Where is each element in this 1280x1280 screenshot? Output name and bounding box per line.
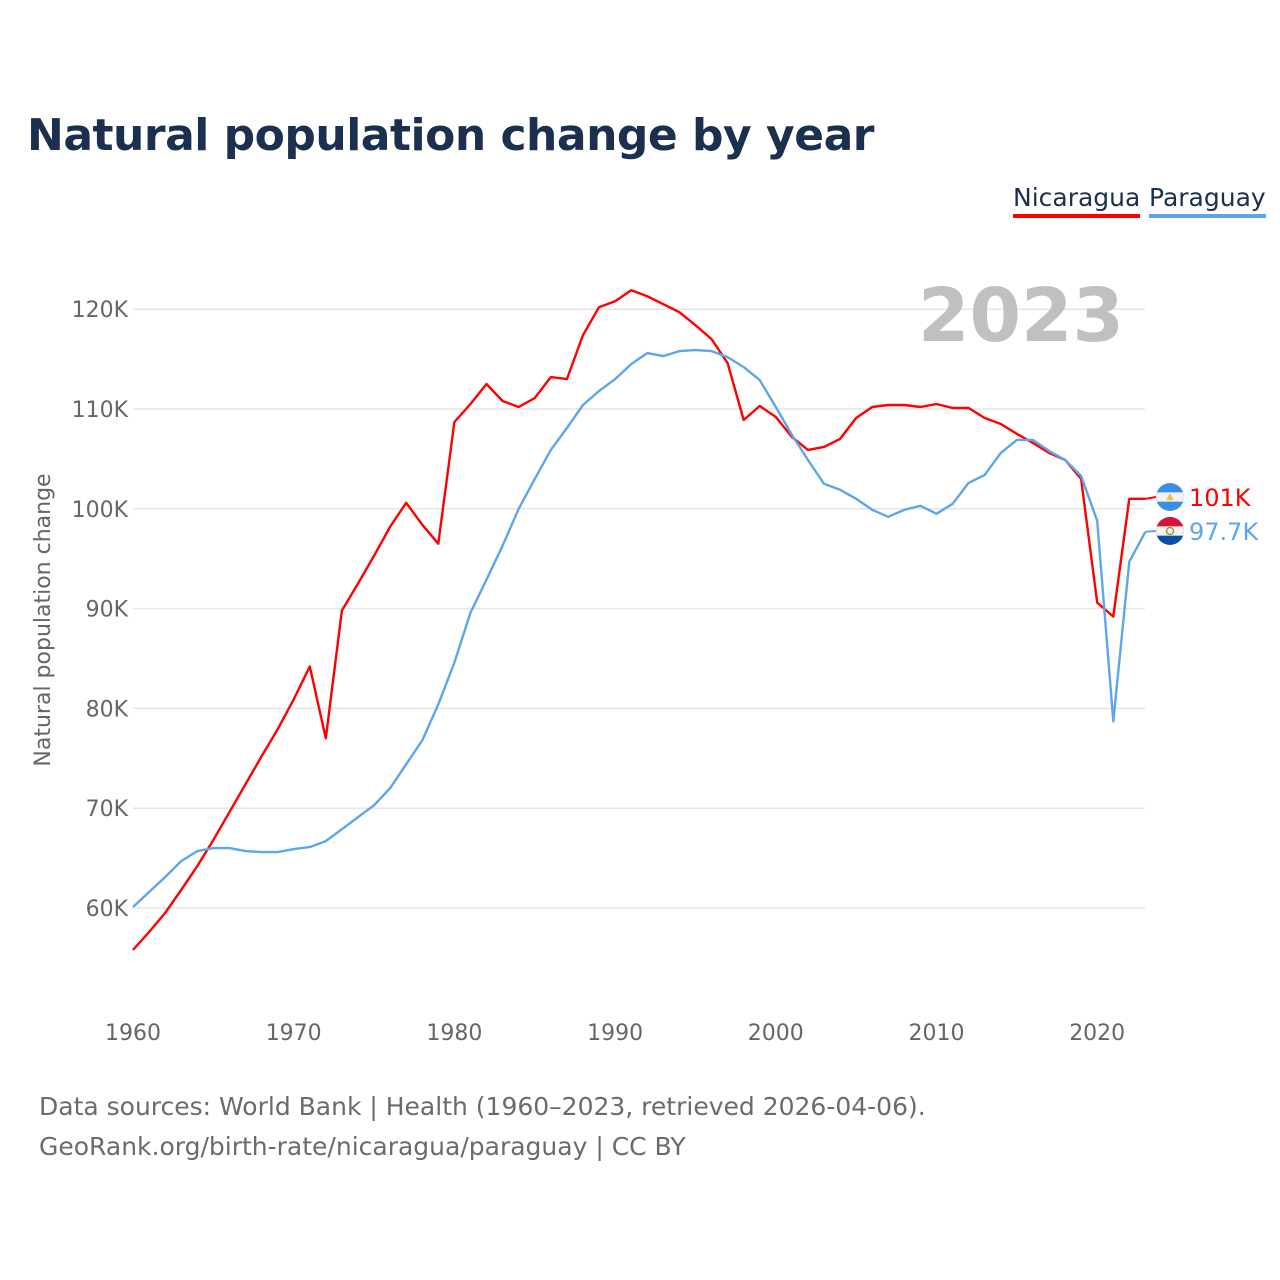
legend-paraguay[interactable]: Paraguay [1149,183,1266,218]
y-tick-label: 60K [86,897,129,922]
x-tick-label: 1990 [587,1021,643,1046]
nicaragua-flag-icon [1156,483,1184,511]
y-tick-label: 120K [72,298,129,323]
y-tick-label: 70K [86,797,129,822]
series-line-nicaragua[interactable] [132,289,1146,951]
end-value-label-paraguay: 97.7K [1189,518,1259,546]
y-tick-label: 80K [86,697,129,722]
footer-link[interactable]: GeoRank.org/birth-rate/nicaragua/paragua… [39,1132,686,1161]
x-tick-label: 1960 [105,1021,161,1046]
footer: Data sources: World Bank | Health (1960–… [39,1087,926,1167]
end-connector [1145,496,1157,500]
x-tick-label: 1980 [426,1021,482,1046]
x-tick-label: 1970 [266,1021,322,1046]
paraguay-flag-icon [1156,517,1184,545]
y-axis-label: Natural population change [31,473,56,766]
end-value-label-nicaragua: 101K [1189,484,1252,512]
end-connector [1145,530,1157,533]
chart-title: Natural population change by year [27,110,874,161]
x-tick-label: 2020 [1069,1021,1125,1046]
current-year-label: 2023 [918,273,1124,359]
x-tick-label: 2000 [748,1021,804,1046]
footer-sources: Data sources: World Bank | Health (1960–… [39,1092,926,1121]
y-tick-label: 110K [72,398,129,423]
y-tick-label: 100K [72,498,129,523]
y-tick-label: 90K [86,598,129,623]
legend-nicaragua[interactable]: Nicaragua [1013,183,1141,218]
series-line-paraguay[interactable] [132,348,1147,908]
x-tick-label: 2010 [909,1021,965,1046]
